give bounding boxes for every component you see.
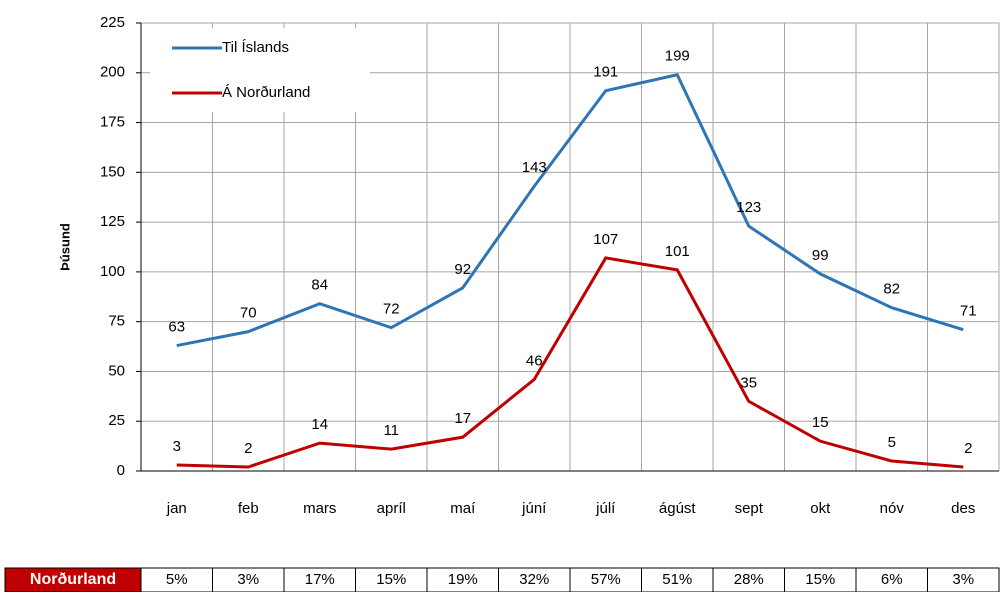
- x-tick-label: mars: [303, 500, 336, 517]
- table-cell: [855, 567, 928, 593]
- table-cell: [212, 567, 285, 593]
- data-label: 107: [593, 231, 618, 248]
- data-label: 99: [812, 247, 829, 264]
- x-tick-label: nóv: [880, 500, 905, 517]
- table-cell-text: 51%: [662, 571, 692, 588]
- y-tick-label: 0: [117, 462, 125, 479]
- table-cell: [140, 567, 213, 593]
- table-cell-text: 5%: [166, 571, 188, 588]
- data-label: 5: [888, 434, 896, 451]
- table-cell: [355, 567, 428, 593]
- data-label: 2: [244, 440, 252, 457]
- legend-label: Til Íslands: [222, 39, 289, 56]
- data-label: 199: [665, 48, 690, 65]
- data-label: 14: [311, 416, 328, 433]
- table-cell-text: 3%: [952, 571, 974, 588]
- data-label: 101: [665, 243, 690, 260]
- table-cell-text: 28%: [734, 571, 764, 588]
- data-label: 72: [383, 301, 400, 318]
- x-tick-label: maí: [450, 500, 476, 517]
- data-label: 143: [522, 159, 547, 176]
- y-tick-label: 25: [108, 412, 125, 429]
- table-cell-text: 57%: [591, 571, 621, 588]
- table-cell-text: 6%: [881, 571, 903, 588]
- legend-box: [150, 28, 370, 112]
- table-cell-text: 19%: [448, 571, 478, 588]
- data-label: 123: [736, 199, 761, 216]
- table-cell-text: 15%: [376, 571, 406, 588]
- y-tick-label: 175: [100, 114, 125, 131]
- x-tick-label: ágúst: [659, 500, 697, 517]
- y-tick-label: 125: [100, 213, 125, 230]
- data-label: 71: [960, 303, 977, 320]
- data-label: 35: [740, 374, 757, 391]
- legend-label: Á Norðurland: [222, 84, 310, 101]
- y-tick-label: 225: [100, 14, 125, 31]
- data-label: 11: [383, 422, 399, 439]
- table-cell-text: 3%: [237, 571, 259, 588]
- y-tick-label: 100: [100, 263, 125, 280]
- data-label: 2: [964, 440, 972, 457]
- y-tick-label: 75: [108, 313, 125, 330]
- data-label: 63: [168, 319, 185, 336]
- data-label: 84: [311, 277, 328, 294]
- x-tick-label: júlí: [595, 500, 616, 517]
- x-tick-label: jan: [166, 500, 187, 517]
- table-cell-text: 15%: [805, 571, 835, 588]
- data-label: 82: [883, 281, 900, 298]
- data-label: 17: [454, 410, 471, 427]
- table-row-label: Norðurland: [30, 571, 116, 588]
- x-tick-label: apríl: [377, 500, 406, 517]
- y-tick-label: 150: [100, 163, 125, 180]
- series-line: [176, 73, 964, 348]
- table-cell-text: 17%: [305, 571, 335, 588]
- y-axis-label: Þúsund: [57, 223, 72, 271]
- data-label: 92: [454, 261, 471, 278]
- x-tick-label: feb: [238, 500, 259, 517]
- data-label: 70: [240, 305, 257, 322]
- table-cell: [927, 567, 1000, 593]
- table-cell: [784, 567, 857, 593]
- x-tick-label: okt: [810, 500, 831, 517]
- x-tick-label: sept: [735, 500, 764, 517]
- x-tick-label: júní: [521, 500, 547, 517]
- y-tick-label: 50: [108, 362, 125, 379]
- data-label: 46: [526, 352, 543, 369]
- series-line: [176, 256, 964, 469]
- data-label: 3: [173, 438, 181, 455]
- table-cell-text: 32%: [519, 571, 549, 588]
- data-label: 15: [812, 414, 829, 431]
- y-tick-label: 200: [100, 64, 125, 81]
- x-tick-label: des: [951, 500, 975, 517]
- table-cell: [426, 567, 499, 593]
- table-cell: [569, 567, 642, 593]
- data-label: 191: [593, 64, 618, 81]
